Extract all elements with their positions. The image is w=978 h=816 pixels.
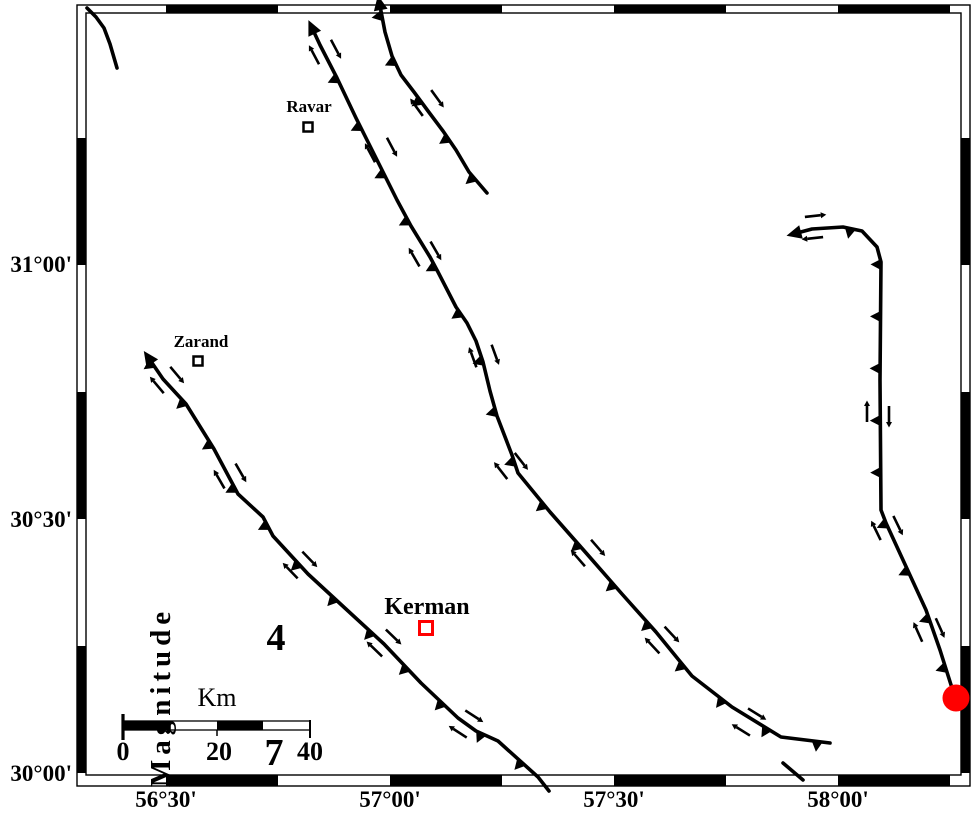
- magnitude-max-value: 7: [264, 732, 284, 774]
- fault-north-central-tip-arrow: [373, 0, 388, 12]
- lon-label-57-30: 57°30': [583, 787, 645, 812]
- fault-zarand-kerman: [143, 351, 551, 793]
- city-marker-zarand: [192, 355, 204, 367]
- map-frame: [76, 4, 971, 787]
- lon-label-58-00: 58°00': [807, 787, 869, 812]
- lon-label-57-00: 57°00': [359, 787, 421, 812]
- fault-zarand-kerman-thrust-teeth: [143, 358, 526, 770]
- fault-segment-se: [781, 761, 805, 782]
- fault-kuhbanan-tip-arrow: [308, 20, 322, 37]
- fault-east-thrust-teeth: [844, 227, 948, 673]
- fault-north-central-thrust-teeth: [371, 10, 478, 185]
- fault-east-tip-arrow: [786, 225, 803, 239]
- strike-slip-arrows: [149, 39, 945, 739]
- lon-label-56-30: 56°30': [135, 787, 197, 812]
- lat-label-30-00: 30°00': [10, 761, 72, 786]
- fault-zarand-kerman-tip-arrow: [143, 351, 159, 368]
- lat-label-31-00: 31°00': [10, 252, 72, 277]
- fault-short-nw: [85, 6, 119, 70]
- epicenter-marker: [942, 684, 970, 712]
- city-marker-ravar: [302, 121, 314, 133]
- scalebar-tick-40: 40: [297, 737, 323, 766]
- lat-label-30-30: 30°30': [10, 507, 72, 532]
- fault-north-central: [371, 0, 489, 195]
- city-label-ravar: Ravar: [286, 97, 332, 116]
- magnitude-min-value: 4: [266, 617, 286, 659]
- city-label-zarand: Zarand: [173, 332, 229, 351]
- scale-bar: [121, 714, 311, 740]
- city-marker-kerman: [418, 620, 434, 636]
- city-label-kerman: Kerman: [384, 594, 470, 620]
- scalebar-tick-0: 0: [116, 737, 130, 766]
- scalebar-tick-20: 20: [206, 737, 232, 766]
- fault-kuhbanan-thrust-teeth: [327, 73, 823, 752]
- fault-east: [786, 225, 954, 690]
- fault-kuhbanan: [308, 20, 832, 752]
- scalebar-unit-label: Km: [197, 683, 237, 712]
